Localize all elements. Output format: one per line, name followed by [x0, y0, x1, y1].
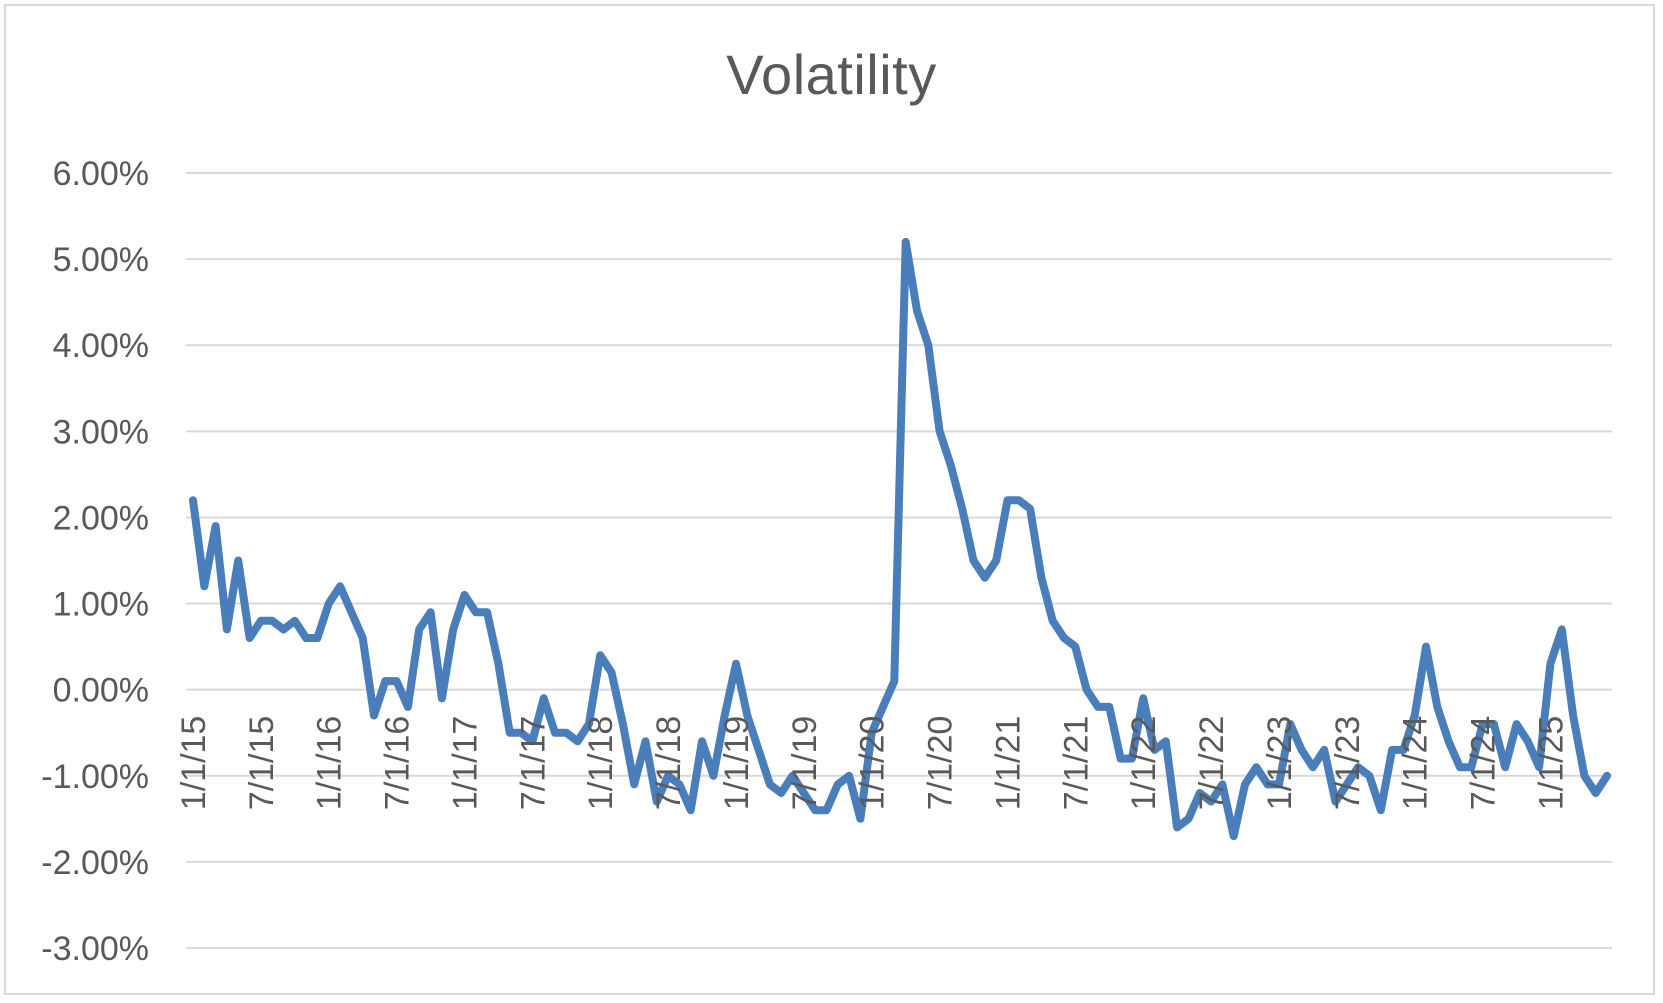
y-axis-ticks: -3.00% -2.00% -1.00% 0.00% 1.00% 2.00% 3.00% 4.…	[41, 155, 149, 968]
x-tick-label: 7/1/23	[1329, 716, 1367, 811]
x-tick-label: 1/1/22	[1125, 716, 1163, 811]
x-tick-label: 1/1/23	[1261, 716, 1299, 811]
x-tick-label: 7/1/22	[1193, 716, 1231, 811]
x-tick-label: 7/1/18	[650, 716, 688, 811]
y-tick-label: 0.00%	[53, 672, 149, 710]
x-tick-label: 1/1/17	[446, 716, 484, 811]
series-layer	[189, 237, 1611, 841]
x-tick-label: 7/1/20	[922, 716, 960, 811]
y-tick-label: 3.00%	[53, 413, 149, 451]
x-tick-label: 7/1/16	[379, 716, 417, 811]
x-axis-ticks: 1/1/15 7/1/15 1/1/16 7/1/16 1/1/17 7/1/17 1/1/…	[175, 716, 1570, 811]
x-tick-label: 7/1/15	[243, 716, 281, 811]
x-tick-label: 1/1/19	[718, 716, 756, 811]
x-tick-label: 1/1/15	[175, 716, 213, 811]
x-tick-label: 1/1/24	[1397, 716, 1435, 811]
x-tick-label: 1/1/20	[854, 716, 892, 811]
y-tick-label: -2.00%	[41, 844, 149, 882]
x-tick-label: 1/1/25	[1532, 716, 1570, 811]
chart-title: Volatility	[726, 43, 937, 106]
y-tick-label: 1.00%	[53, 586, 149, 624]
y-tick-label: 2.00%	[53, 499, 149, 537]
y-tick-label: 5.00%	[53, 241, 149, 279]
x-tick-label: 7/1/21	[1057, 716, 1095, 811]
chart-frame	[4, 4, 1655, 995]
x-tick-label: 1/1/16	[311, 716, 349, 811]
x-tick-label: 1/1/18	[582, 716, 620, 811]
y-tick-label: -3.00%	[41, 930, 149, 968]
y-tick-label: 6.00%	[53, 155, 149, 193]
y-tick-label: -1.00%	[41, 758, 149, 796]
x-tick-label: 7/1/19	[786, 716, 824, 811]
x-tick-label: 7/1/17	[514, 716, 552, 811]
x-tick-label: 7/1/24	[1465, 716, 1503, 811]
y-tick-label: 4.00%	[53, 327, 149, 365]
x-tick-label: 1/1/21	[989, 716, 1027, 811]
series-line	[189, 237, 1611, 841]
